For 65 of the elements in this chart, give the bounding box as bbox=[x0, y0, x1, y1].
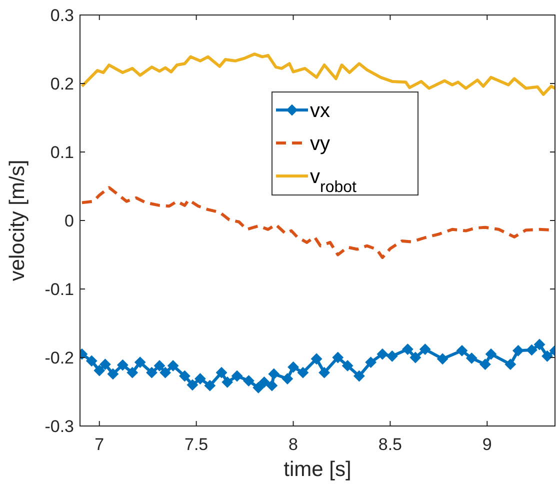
x-tick-label: 8.5 bbox=[378, 435, 402, 454]
point bbox=[402, 344, 414, 355]
line-series bbox=[80, 52, 555, 96]
point bbox=[258, 376, 270, 388]
legend-label: vx bbox=[310, 100, 330, 122]
point bbox=[146, 367, 158, 378]
y-tick-label: -0.1 bbox=[44, 280, 74, 299]
point bbox=[512, 345, 524, 356]
point bbox=[94, 365, 105, 376]
y-tick-label: 0.2 bbox=[50, 74, 74, 94]
point bbox=[134, 356, 146, 368]
point bbox=[376, 348, 388, 360]
point bbox=[542, 350, 553, 362]
point bbox=[365, 356, 376, 368]
x-tick-label: 8 bbox=[288, 435, 298, 454]
point bbox=[117, 360, 128, 371]
point bbox=[504, 358, 516, 370]
point bbox=[126, 367, 138, 378]
y-tick-label: 0.1 bbox=[50, 143, 74, 162]
point bbox=[456, 345, 468, 356]
x-axis-title: time [s] bbox=[284, 458, 352, 481]
point bbox=[526, 344, 538, 356]
point bbox=[420, 344, 431, 355]
legend-label: vy bbox=[310, 133, 330, 155]
point bbox=[410, 352, 421, 363]
point bbox=[480, 358, 491, 370]
y-axis-title: velocity [m/s] bbox=[6, 160, 29, 282]
point bbox=[266, 380, 278, 392]
x-tick-label: 7.5 bbox=[184, 435, 208, 454]
point bbox=[386, 350, 398, 362]
point bbox=[268, 368, 280, 380]
point bbox=[318, 367, 330, 378]
point bbox=[204, 380, 216, 392]
point bbox=[160, 367, 171, 378]
point bbox=[311, 353, 322, 364]
y-tick-label: -0.3 bbox=[44, 417, 74, 436]
point bbox=[168, 360, 179, 372]
point bbox=[288, 362, 299, 373]
point bbox=[86, 355, 98, 366]
y-tick-label: 0.3 bbox=[50, 6, 74, 25]
point bbox=[232, 370, 243, 382]
y-tick-label: -0.2 bbox=[44, 348, 74, 368]
point bbox=[332, 352, 344, 363]
point bbox=[282, 373, 293, 384]
point bbox=[243, 375, 254, 386]
point bbox=[100, 358, 111, 370]
y-tick-label: 0 bbox=[64, 212, 74, 230]
legend-label: v$_{robot}$ bbox=[310, 166, 358, 196]
point bbox=[154, 360, 165, 372]
point bbox=[437, 353, 448, 364]
x-tick-label: 7 bbox=[94, 435, 104, 454]
point bbox=[486, 348, 497, 360]
point bbox=[534, 338, 545, 350]
point bbox=[194, 373, 206, 384]
point bbox=[342, 360, 354, 372]
point bbox=[354, 370, 365, 382]
x-tick-label: 9 bbox=[482, 435, 492, 454]
point bbox=[222, 376, 233, 388]
point bbox=[107, 368, 118, 380]
point bbox=[186, 379, 198, 390]
point bbox=[297, 367, 308, 378]
point bbox=[252, 382, 264, 394]
point bbox=[179, 370, 190, 382]
point bbox=[466, 352, 478, 364]
point bbox=[216, 367, 228, 378]
